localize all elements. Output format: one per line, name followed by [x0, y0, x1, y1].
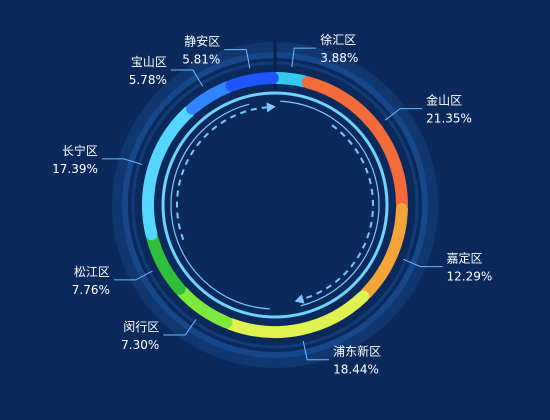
slice-label-percent: 12.29%: [446, 270, 492, 284]
slice-label-name: 浦东新区: [333, 344, 381, 359]
label-leader-1: [384, 108, 423, 121]
ring-slice-5[interactable]: [146, 232, 186, 295]
inner-ring: [161, 91, 389, 319]
slice-label-name: 宝山区: [131, 55, 167, 69]
slice-label-name: 金山区: [426, 93, 462, 108]
outer-ring: [122, 52, 428, 358]
ring-slices: [142, 72, 408, 338]
label-leader-8: [224, 49, 251, 69]
ring-slice-0[interactable]: [271, 72, 310, 88]
slice-label-name: 嘉定区: [446, 251, 482, 266]
outer-ring-inner: [131, 61, 419, 349]
slice-label-name: 徐汇区: [320, 32, 356, 47]
slice-label-percent: 21.35%: [426, 112, 472, 126]
slice-label-percent: 5.78%: [129, 73, 167, 87]
ring-slice-1[interactable]: [301, 76, 408, 211]
ring-slice-6[interactable]: [142, 105, 195, 241]
slice-labels: 徐汇区 3.88% 金山区 21.35% 嘉定区 12.29% 浦东新区 18.44% 闵行区 7…: [52, 32, 492, 377]
arrow-bottom-icon: [294, 294, 305, 304]
slice-label-percent: 5.81%: [182, 53, 220, 67]
slice-label-name: 静安区: [184, 34, 220, 49]
slice-label-percent: 3.88%: [320, 51, 358, 65]
slice-label-percent: 18.44%: [333, 363, 379, 377]
ring-slice-3[interactable]: [224, 290, 370, 338]
chart-background: [112, 39, 438, 368]
label-leader-0: [291, 47, 317, 68]
dashed-arc-left: [176, 106, 267, 241]
thin-arc-right: [280, 100, 380, 307]
slice-label-percent: 7.76%: [72, 283, 110, 297]
thin-arc-left: [170, 103, 270, 310]
slice-label-name: 闵行区: [123, 319, 159, 334]
label-leader-4: [163, 319, 197, 336]
dashed-arc-right: [302, 124, 374, 300]
ring-slice-2[interactable]: [360, 203, 408, 300]
slice-label-name: 松江区: [74, 265, 110, 279]
slice-label-percent: 7.30%: [121, 338, 159, 352]
label-leader-7: [170, 69, 204, 87]
label-leader-5: [113, 270, 153, 281]
arrow-top-icon: [266, 102, 276, 113]
label-leader-6: [101, 158, 143, 165]
inner-decoration: [161, 91, 389, 319]
slice-label-percent: 17.39%: [52, 162, 98, 176]
slice-label-name: 长宁区: [62, 143, 98, 158]
ring-slice-4[interactable]: [176, 286, 233, 329]
label-leader-2: [402, 258, 443, 268]
label-leader-3: [302, 340, 330, 361]
ring-slice-8[interactable]: [225, 72, 279, 92]
